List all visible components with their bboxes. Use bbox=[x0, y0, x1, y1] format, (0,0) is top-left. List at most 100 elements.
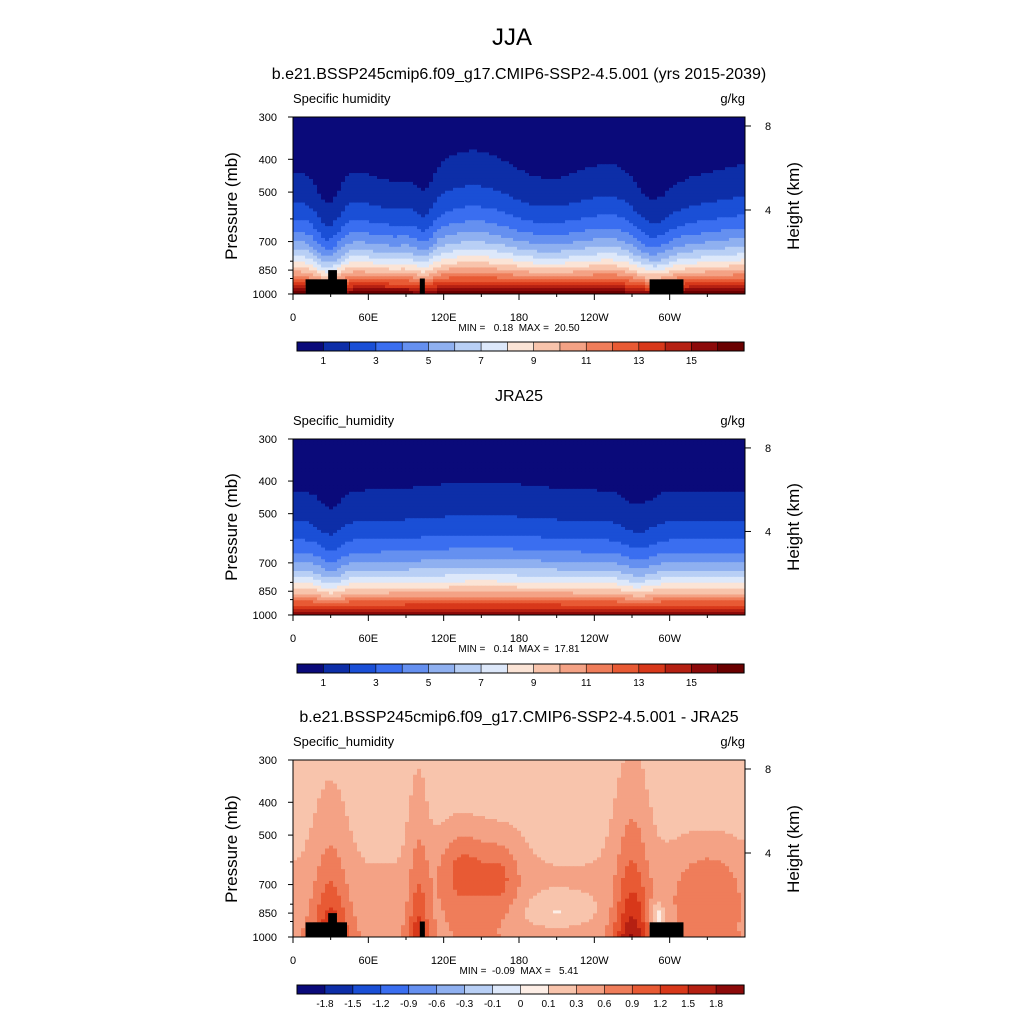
heatmap-cell bbox=[549, 232, 554, 236]
heatmap-cell bbox=[681, 237, 686, 242]
heatmap-cell bbox=[525, 237, 530, 242]
heatmap-cell bbox=[373, 161, 378, 165]
heatmap-cell bbox=[293, 205, 298, 210]
heatmap-cell bbox=[385, 137, 390, 142]
heatmap-cell bbox=[505, 214, 510, 218]
heatmap-cell bbox=[573, 164, 578, 168]
heatmap-cell bbox=[681, 152, 686, 156]
heatmap-cell bbox=[685, 155, 690, 159]
heatmap-cell bbox=[533, 217, 538, 221]
heatmap-cell bbox=[689, 214, 694, 218]
heatmap-cell bbox=[297, 181, 302, 186]
heatmap-cell bbox=[409, 223, 414, 227]
heatmap-cell bbox=[333, 155, 338, 159]
heatmap-cell bbox=[493, 220, 498, 224]
heatmap-cell bbox=[397, 176, 402, 180]
heatmap-cell bbox=[737, 167, 742, 171]
heatmap-cell bbox=[417, 122, 422, 127]
heatmap-cell bbox=[569, 235, 574, 239]
heatmap-cell bbox=[593, 220, 598, 224]
heatmap-cell bbox=[373, 229, 378, 233]
heatmap-cell bbox=[493, 205, 498, 210]
heatmap-cell bbox=[421, 128, 426, 133]
heatmap-cell bbox=[481, 237, 486, 242]
heatmap-cell bbox=[677, 125, 682, 130]
heatmap-cell bbox=[513, 208, 518, 212]
heatmap-cell bbox=[525, 146, 530, 151]
heatmap-cell bbox=[397, 211, 402, 215]
heatmap-cell bbox=[709, 134, 714, 139]
heatmap-cell bbox=[577, 193, 582, 198]
heatmap-cell bbox=[321, 137, 326, 142]
heatmap-cell bbox=[629, 149, 634, 153]
heatmap-cell bbox=[713, 125, 718, 130]
heatmap-cell bbox=[593, 131, 598, 136]
heatmap-cell bbox=[361, 149, 366, 153]
heatmap-cell bbox=[413, 122, 418, 127]
heatmap-cell bbox=[345, 131, 350, 136]
heatmap-cell bbox=[697, 178, 702, 183]
heatmap-cell bbox=[665, 178, 670, 183]
heatmap-cell bbox=[341, 170, 346, 174]
heatmap-cell bbox=[421, 220, 426, 224]
heatmap-cell bbox=[489, 173, 494, 177]
heatmap-cell bbox=[337, 128, 342, 133]
heatmap-cell bbox=[585, 134, 590, 139]
heatmap-cell bbox=[657, 208, 662, 212]
heatmap-cell bbox=[433, 164, 438, 168]
heatmap-cell bbox=[685, 229, 690, 233]
heatmap-cell bbox=[605, 128, 610, 133]
heatmap-cell bbox=[421, 208, 426, 212]
heatmap-cell bbox=[465, 240, 470, 245]
heatmap-cell bbox=[509, 199, 514, 204]
heatmap-cell bbox=[449, 158, 454, 162]
heatmap-cell bbox=[665, 214, 670, 218]
heatmap-cell bbox=[733, 181, 738, 186]
heatmap-cell bbox=[621, 232, 626, 236]
heatmap-cell bbox=[485, 232, 490, 236]
heatmap-cell bbox=[701, 146, 706, 151]
heatmap-cell bbox=[361, 229, 366, 233]
heatmap-cell bbox=[309, 176, 314, 180]
heatmap-cell bbox=[429, 134, 434, 139]
heatmap-cell bbox=[461, 187, 466, 192]
heatmap-cell bbox=[329, 161, 334, 165]
heatmap-cell bbox=[377, 146, 382, 151]
heatmap-cell bbox=[473, 131, 478, 136]
heatmap-cell bbox=[409, 176, 414, 180]
heatmap-cell bbox=[649, 170, 654, 174]
heatmap-cell bbox=[537, 117, 542, 121]
heatmap-cell bbox=[413, 214, 418, 218]
heatmap-cell bbox=[405, 164, 410, 168]
heatmap-cell bbox=[705, 158, 710, 162]
heatmap-cell bbox=[697, 134, 702, 139]
heatmap-cell bbox=[305, 146, 310, 151]
heatmap-cell bbox=[689, 208, 694, 212]
heatmap-cell bbox=[649, 232, 654, 236]
heatmap-cell bbox=[529, 143, 534, 148]
heatmap-cell bbox=[737, 178, 742, 183]
heatmap-cell bbox=[741, 134, 745, 139]
heatmap-cell bbox=[685, 217, 690, 221]
heatmap-cell bbox=[453, 243, 458, 248]
heatmap-cell bbox=[489, 196, 494, 201]
heatmap-cell bbox=[409, 149, 414, 153]
heatmap-cell bbox=[645, 131, 650, 136]
heatmap-cell bbox=[449, 161, 454, 165]
heatmap-cell bbox=[541, 232, 546, 236]
heatmap-cell bbox=[613, 196, 618, 201]
heatmap-cell bbox=[525, 119, 530, 124]
heatmap-cell bbox=[721, 235, 726, 239]
heatmap-cell bbox=[633, 190, 638, 195]
heatmap-cell bbox=[509, 125, 514, 130]
heatmap-cell bbox=[329, 173, 334, 177]
heatmap-cell bbox=[693, 117, 698, 121]
heatmap-cell bbox=[473, 217, 478, 221]
heatmap-cell bbox=[689, 137, 694, 142]
heatmap-cell bbox=[537, 226, 542, 230]
heatmap-cell bbox=[729, 128, 734, 133]
heatmap-cell bbox=[409, 202, 414, 207]
heatmap-cell bbox=[685, 128, 690, 133]
heatmap-cell bbox=[473, 170, 478, 174]
heatmap-cell bbox=[389, 220, 394, 224]
